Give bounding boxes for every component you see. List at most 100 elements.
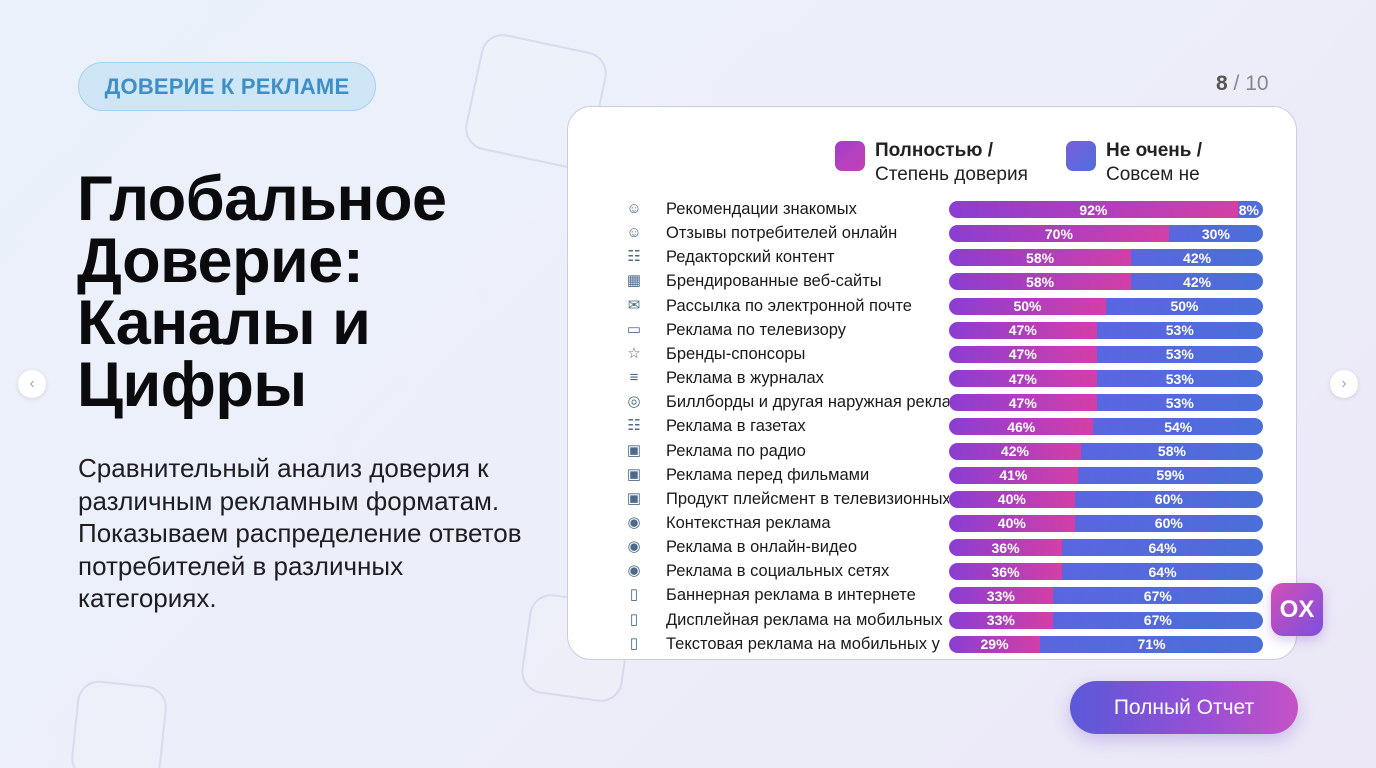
- legend-item-trust: Полностью / Степень доверия: [835, 139, 1028, 187]
- bar-segment-trust: 47%: [949, 345, 1097, 363]
- category-label: Отзывы потребителей онлайн: [666, 224, 898, 243]
- bar-segment-trust: 58%: [949, 273, 1132, 291]
- bar-segment-trust: 40%: [949, 514, 1075, 532]
- chart-row: ▦ Брендированные веб-сайты 58% 42%: [568, 269, 1298, 293]
- bar-segment-distrust: 64%: [1062, 539, 1263, 557]
- category-label: Баннерная реклама в интернете: [666, 586, 916, 605]
- bar-segment-trust: 47%: [949, 321, 1097, 339]
- bar-segment-distrust: 60%: [1074, 490, 1263, 508]
- tv-icon: ▣: [626, 465, 642, 483]
- bar-segment-trust: 46%: [949, 418, 1094, 436]
- bar-segment-distrust: 53%: [1096, 345, 1263, 363]
- mobile-icon: ▯: [629, 634, 639, 652]
- category-label: Реклама по телевизору: [666, 320, 847, 339]
- chart-row: ▯ Дисплейная реклама на мобильных 33% 67%: [568, 608, 1298, 632]
- category-label: Рекомендации знакомых: [666, 200, 857, 218]
- chart-row: ▣ Реклама по радио 42% 58%: [568, 439, 1298, 463]
- bar-segment-distrust: 54%: [1093, 418, 1263, 436]
- chart-row: ▯ Баннерная реклама в интернете 33% 67%: [568, 583, 1298, 607]
- stacked-bar: 47% 53%: [949, 321, 1263, 339]
- stacked-bar: 58% 42%: [949, 273, 1263, 291]
- stacked-bar: 36% 64%: [949, 539, 1263, 557]
- bar-segment-distrust: 60%: [1074, 514, 1263, 532]
- bar-segment-distrust: 42%: [1131, 249, 1263, 267]
- page-title: Глобальное Доверие: Каналы и Цифры: [77, 164, 447, 420]
- people-icon: ☺: [626, 224, 642, 242]
- stacked-bar: 47% 53%: [949, 370, 1263, 388]
- magazine-icon: ≡: [629, 369, 639, 387]
- slide-separator: /: [1227, 72, 1246, 95]
- legend-label-trust-line2: Степень доверия: [875, 164, 1028, 185]
- bar-segment-trust: 47%: [949, 394, 1097, 412]
- category-label: Редакторский контент: [666, 248, 835, 267]
- bar-segment-trust: 70%: [949, 225, 1169, 243]
- mobile-icon: ▯: [629, 610, 639, 628]
- stacked-bar: 40% 60%: [949, 514, 1263, 532]
- chart-row: ◉ Реклама в социальных сетях 36% 64%: [568, 559, 1298, 583]
- bar-segment-distrust: 50%: [1106, 297, 1263, 315]
- bar-segment-trust: 40%: [949, 490, 1075, 508]
- prev-slide-button[interactable]: ‹: [18, 370, 46, 398]
- page-description: Сравнительный анализ доверия к различным…: [78, 453, 522, 613]
- bar-segment-trust: 29%: [949, 635, 1041, 653]
- bar-segment-trust: 36%: [949, 539, 1063, 557]
- category-label: Продукт плейсмент в телевизионных: [666, 489, 949, 508]
- sponsor-icon: ☆: [627, 344, 641, 362]
- tv-icon: ▣: [626, 489, 642, 507]
- chart-row: ▭ Реклама по телевизору 47% 53%: [568, 318, 1298, 342]
- chart-row: ☷ Редакторский контент 58% 42%: [568, 245, 1298, 269]
- stacked-bar: 92% 8%: [949, 201, 1263, 218]
- ox-logo-badge[interactable]: OX: [1271, 583, 1323, 636]
- bar-segment-distrust: 59%: [1077, 466, 1263, 484]
- category-label: Контекстная реклама: [666, 513, 831, 532]
- chart-row: ▣ Реклама перед фильмами 41% 59%: [568, 463, 1298, 487]
- category-label: Рассылка по электронной почте: [666, 296, 912, 315]
- stacked-bar: 41% 59%: [949, 466, 1263, 484]
- bar-segment-trust: 50%: [949, 297, 1106, 315]
- category-label: Реклама перед фильмами: [666, 465, 870, 484]
- next-slide-button[interactable]: ›: [1330, 370, 1358, 398]
- category-label: Бренды-спонсоры: [666, 344, 806, 363]
- globe-icon: ◎: [627, 393, 641, 411]
- slide-current: 8: [1216, 72, 1228, 95]
- category-label: Реклама по радио: [666, 441, 806, 460]
- category-label: Реклама в социальных сетях: [666, 562, 890, 581]
- stacked-bar: 29% 71%: [949, 635, 1263, 653]
- category-label: Реклама в журналах: [666, 369, 824, 388]
- people-icon: ☺: [626, 200, 642, 217]
- bar-segment-distrust: 53%: [1096, 321, 1263, 339]
- legend-item-distrust: Не очень / Совсем не: [1066, 139, 1202, 187]
- newspaper-icon: ☷: [627, 417, 641, 435]
- bar-segment-distrust: 58%: [1080, 442, 1263, 460]
- website-icon: ▦: [626, 272, 642, 290]
- legend-swatch-distrust: [1066, 141, 1096, 171]
- stacked-bar: 47% 53%: [949, 394, 1263, 412]
- legend-swatch-trust: [835, 141, 865, 171]
- full-report-button[interactable]: Полный Отчет: [1070, 681, 1298, 734]
- stacked-bar: 33% 67%: [949, 611, 1263, 629]
- decorative-square: [69, 678, 169, 768]
- bar-segment-distrust: 67%: [1052, 611, 1263, 629]
- slide-counter: 8 / 10: [1216, 72, 1269, 96]
- slide-total: 10: [1245, 72, 1269, 95]
- stacked-bar: 46% 54%: [949, 418, 1263, 436]
- bar-segment-distrust: 64%: [1062, 563, 1263, 581]
- chart-row: ◎ Биллборды и другая наружная реклама 47% 5…: [568, 390, 1298, 414]
- chart-row: ☷ Реклама в газетах 46% 54%: [568, 414, 1298, 438]
- category-tag: ДОВЕРИЕ К РЕКЛАМЕ: [78, 62, 376, 111]
- legend-label-distrust-line2: Совсем не: [1106, 164, 1200, 185]
- category-label: Дисплейная реклама на мобильных: [666, 610, 943, 629]
- chart-row: ☺ Отзывы потребителей онлайн 70% 30%: [568, 221, 1298, 245]
- newspaper-icon: ☷: [627, 248, 641, 266]
- target-icon: ◉: [627, 538, 641, 556]
- tv-icon: ▣: [626, 441, 642, 459]
- category-label: Брендированные веб-сайты: [666, 272, 882, 291]
- category-label: Текстовая реклама на мобильных у: [666, 634, 940, 653]
- bar-segment-trust: 33%: [949, 587, 1053, 605]
- mobile-icon: ▯: [629, 586, 639, 604]
- stacked-bar: 47% 53%: [949, 345, 1263, 363]
- legend-label-trust-line1: Полностью /: [875, 140, 994, 161]
- bar-segment-distrust: 42%: [1131, 273, 1263, 291]
- bar-segment-trust: 36%: [949, 563, 1063, 581]
- bar-segment-distrust: 30%: [1168, 225, 1263, 243]
